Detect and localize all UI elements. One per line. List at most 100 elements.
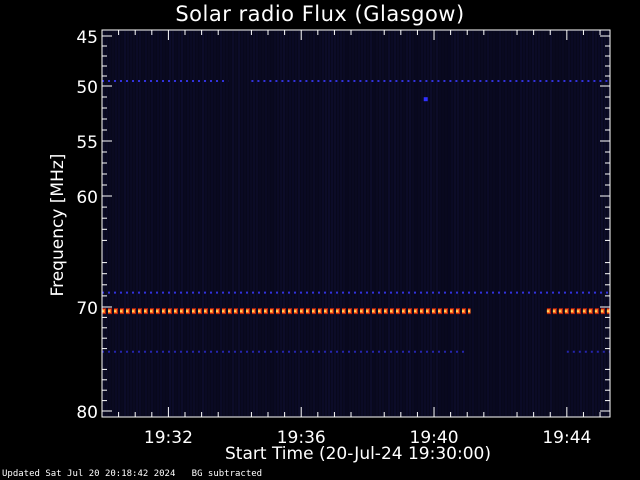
- y-axis-label: Frequency [MHz]: [48, 153, 68, 297]
- time-stripe: [376, 31, 378, 416]
- time-stripe: [166, 31, 168, 416]
- time-stripe: [595, 31, 597, 416]
- time-stripe: [400, 31, 402, 416]
- time-stripe: [550, 31, 552, 416]
- time-stripe: [109, 31, 111, 416]
- time-stripe: [601, 31, 603, 416]
- time-stripe: [238, 31, 240, 416]
- time-stripe: [409, 31, 411, 416]
- time-stripe: [181, 31, 183, 416]
- time-stripe: [268, 31, 270, 416]
- time-stripe: [349, 31, 351, 416]
- y-tick-label: 70: [76, 299, 98, 319]
- time-stripe: [505, 31, 507, 416]
- time-stripe: [364, 31, 366, 416]
- chart-title: Solar radio Flux (Glasgow): [175, 2, 465, 26]
- time-stripe: [169, 31, 171, 416]
- time-stripe: [511, 31, 513, 416]
- time-stripe: [538, 31, 540, 416]
- time-stripe: [256, 31, 258, 416]
- y-tick-label: 80: [76, 403, 98, 423]
- time-stripe: [304, 31, 306, 416]
- time-stripe: [280, 31, 282, 416]
- time-stripe: [535, 31, 537, 416]
- time-stripes: [103, 31, 609, 416]
- time-stripe: [316, 31, 318, 416]
- time-stripe: [517, 31, 519, 416]
- time-stripe: [148, 31, 150, 416]
- time-stripe: [235, 31, 237, 416]
- time-stripe: [286, 31, 288, 416]
- time-stripe: [562, 31, 564, 416]
- time-stripe: [598, 31, 600, 416]
- time-stripe: [265, 31, 267, 416]
- time-stripe: [460, 31, 462, 416]
- time-stripe: [226, 31, 228, 416]
- time-stripe: [574, 31, 576, 416]
- x-axis-label: Start Time (20-Jul-24 19:30:00): [225, 444, 491, 464]
- time-stripe: [163, 31, 165, 416]
- time-stripe: [145, 31, 147, 416]
- event-point: [423, 97, 428, 102]
- time-stripe: [358, 31, 360, 416]
- time-stripe: [328, 31, 330, 416]
- time-stripe: [415, 31, 417, 416]
- time-stripe: [214, 31, 216, 416]
- time-stripe: [580, 31, 582, 416]
- time-stripe: [544, 31, 546, 416]
- time-stripe: [445, 31, 447, 416]
- time-stripe: [367, 31, 369, 416]
- time-stripe: [553, 31, 555, 416]
- time-stripe: [583, 31, 585, 416]
- time-stripe: [289, 31, 291, 416]
- time-stripe: [307, 31, 309, 416]
- time-stripe: [250, 31, 252, 416]
- time-stripe: [469, 31, 471, 416]
- time-stripe: [577, 31, 579, 416]
- time-stripe: [451, 31, 453, 416]
- time-stripe: [556, 31, 558, 416]
- time-stripe: [604, 31, 606, 416]
- time-stripe: [127, 31, 129, 416]
- time-stripe: [247, 31, 249, 416]
- time-stripe: [175, 31, 177, 416]
- time-stripe: [157, 31, 159, 416]
- time-stripe: [118, 31, 120, 416]
- time-stripe: [457, 31, 459, 416]
- time-stripe: [124, 31, 126, 416]
- x-tick-label: 19:40: [410, 428, 459, 448]
- time-stripe: [295, 31, 297, 416]
- time-stripe: [136, 31, 138, 416]
- time-stripe: [211, 31, 213, 416]
- time-stripe: [523, 31, 525, 416]
- updated-timestamp: Updated Sat Jul 20 20:18:42 2024: [2, 469, 176, 479]
- time-stripe: [481, 31, 483, 416]
- time-stripe: [301, 31, 303, 416]
- time-stripe: [340, 31, 342, 416]
- time-stripe: [151, 31, 153, 416]
- time-stripe: [259, 31, 261, 416]
- time-stripe: [430, 31, 432, 416]
- y-tick-label: 45: [76, 28, 98, 48]
- time-stripe: [448, 31, 450, 416]
- time-stripe: [433, 31, 435, 416]
- time-stripe: [403, 31, 405, 416]
- time-stripe: [442, 31, 444, 416]
- time-stripe: [298, 31, 300, 416]
- time-stripe: [406, 31, 408, 416]
- time-stripe: [568, 31, 570, 416]
- time-stripe: [541, 31, 543, 416]
- time-stripe: [508, 31, 510, 416]
- y-axis-ticks: 45 50 55 60 70 80: [76, 28, 610, 423]
- time-stripe: [514, 31, 516, 416]
- time-stripe: [484, 31, 486, 416]
- frequency-bands: [102, 80, 610, 353]
- time-stripe: [208, 31, 210, 416]
- time-stripe: [346, 31, 348, 416]
- time-stripe: [355, 31, 357, 416]
- x-tick-label: 19:44: [542, 428, 591, 448]
- time-stripe: [130, 31, 132, 416]
- time-stripe: [187, 31, 189, 416]
- time-stripe: [385, 31, 387, 416]
- time-stripe: [310, 31, 312, 416]
